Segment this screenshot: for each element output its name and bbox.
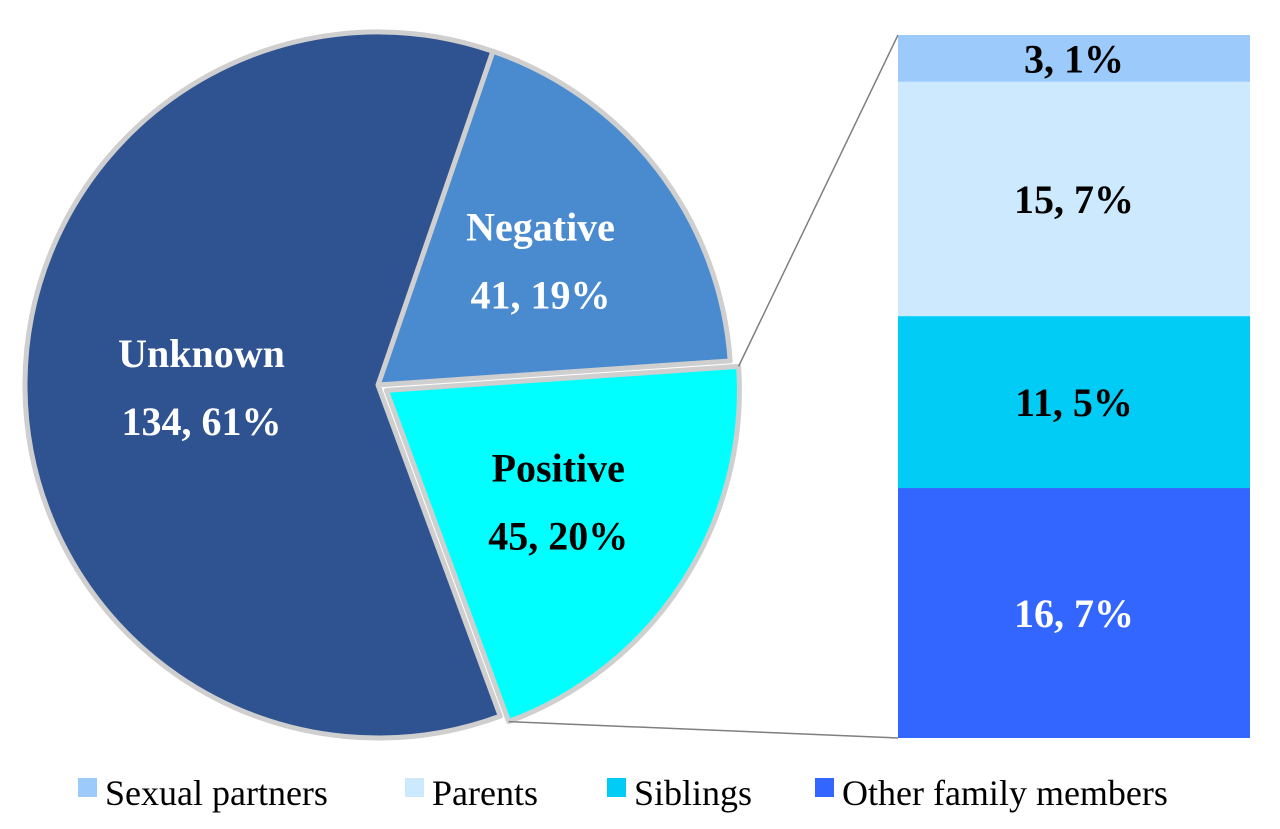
pie-label-value-negative: 41, 19%	[471, 272, 611, 317]
legend-item-siblings: Siblings	[607, 773, 752, 813]
pie-label-value-unknown: 134, 61%	[122, 399, 282, 444]
bar-segment-parents	[898, 81, 1250, 317]
legend-swatch-siblings	[607, 778, 626, 797]
pie-label-name-unknown: Unknown	[118, 331, 285, 376]
legend-label-siblings: Siblings	[634, 773, 752, 813]
pie-slice-positive	[383, 363, 742, 725]
legend-label-sexual-partners: Sexual partners	[105, 773, 328, 813]
bar-label-sexual-partners: 3, 1%	[1024, 36, 1124, 81]
pie-slice-unknown	[22, 29, 503, 741]
legend-item-other-family-members: Other family members	[815, 773, 1168, 813]
legend-swatch-parents	[405, 778, 424, 797]
pie-label-name-negative: Negative	[466, 204, 615, 249]
bar-label-other-family-members: 16, 7%	[1014, 591, 1134, 636]
pie-label-value-positive: 45, 20%	[488, 514, 628, 559]
legend-label-parents: Parents	[432, 773, 538, 813]
legend-item-parents: Parents	[405, 773, 538, 813]
connector-lines	[508, 34, 899, 739]
bar-label-siblings: 11, 5%	[1015, 380, 1133, 425]
legend-label-other-family-members: Other family members	[842, 773, 1168, 813]
bar-segment-sexual-partners	[898, 35, 1250, 82]
pie-label-name-positive: Positive	[492, 446, 625, 491]
legend-item-sexual-partners: Sexual partners	[78, 773, 328, 813]
bar-segment-other-family-members	[898, 488, 1250, 738]
legend-swatch-other-family-members	[815, 778, 834, 797]
bar-label-parents: 15, 7%	[1014, 177, 1134, 222]
breakdown-bar: 3, 1% 15, 7% 11, 5% 16, 7%	[898, 35, 1250, 738]
bar-segment-siblings	[898, 316, 1250, 489]
legend: Sexual partners Parents Siblings Other fami…	[78, 773, 1168, 813]
connector-line-top	[737, 34, 899, 367]
pie-group: Negative 41, 19% Positive 45, 20% Unknown 134…	[22, 29, 742, 741]
legend-swatch-sexual-partners	[78, 778, 97, 797]
connector-line-bottom	[508, 720, 899, 739]
